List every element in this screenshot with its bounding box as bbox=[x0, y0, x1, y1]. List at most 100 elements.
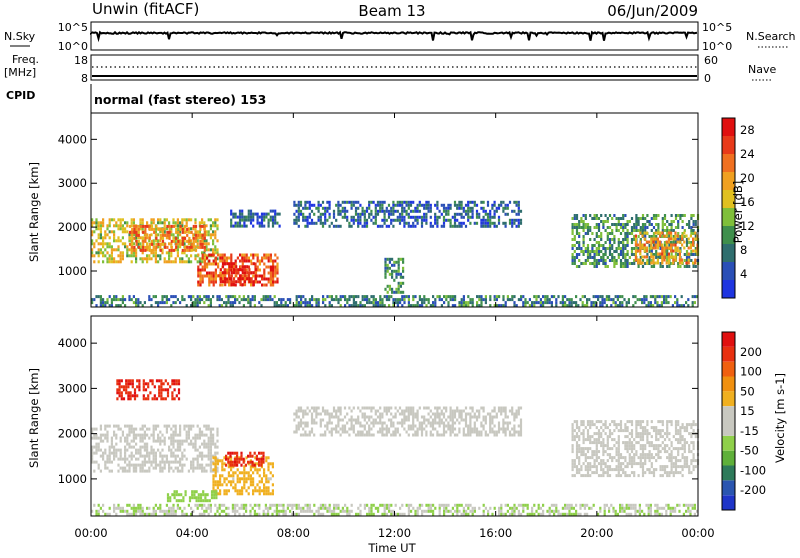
heatmap-cell bbox=[476, 216, 478, 219]
heatmap-cell bbox=[252, 275, 254, 278]
heatmap-cell bbox=[250, 210, 252, 213]
heatmap-cell bbox=[585, 214, 587, 217]
heatmap-cell bbox=[304, 301, 306, 304]
heatmap-cell bbox=[646, 262, 648, 265]
heatmap-cell bbox=[624, 214, 626, 217]
heatmap-cell bbox=[104, 428, 106, 431]
heatmap-cell bbox=[204, 496, 206, 499]
heatmap-cell bbox=[333, 428, 335, 431]
heatmap-cell bbox=[498, 410, 500, 413]
heatmap-cell bbox=[276, 269, 278, 272]
heatmap-cell bbox=[677, 220, 679, 223]
heatmap-cell bbox=[144, 234, 146, 237]
heatmap-cell bbox=[620, 426, 622, 429]
heatmap-cell bbox=[690, 235, 692, 238]
heatmap-cell bbox=[613, 468, 615, 471]
heatmap-cell bbox=[574, 235, 576, 238]
heatmap-cell bbox=[298, 204, 300, 207]
heatmap-cell bbox=[256, 471, 258, 474]
heatmap-cell bbox=[511, 225, 513, 228]
heatmap-cell bbox=[572, 435, 574, 438]
heatmap-cell bbox=[629, 474, 631, 477]
heatmap-cell bbox=[386, 219, 388, 222]
heatmap-cell bbox=[395, 204, 397, 207]
heatmap-cell bbox=[239, 222, 241, 225]
heatmap-cell bbox=[109, 245, 111, 248]
heatmap-cell bbox=[113, 458, 115, 461]
heatmap-cell bbox=[390, 413, 392, 416]
heatmap-cell bbox=[598, 229, 600, 232]
heatmap-cell bbox=[384, 407, 386, 410]
heatmap-cell bbox=[359, 222, 361, 225]
heatmap-cell bbox=[401, 410, 403, 413]
heatmap-cell bbox=[386, 428, 388, 431]
heatmap-cell bbox=[655, 468, 657, 471]
heatmap-cell bbox=[124, 227, 126, 230]
heatmap-cell bbox=[660, 429, 662, 432]
heatmap-cell bbox=[235, 280, 237, 283]
heatmap-cell bbox=[666, 235, 668, 238]
heatmap-cell bbox=[120, 298, 122, 301]
heatmap-cell bbox=[253, 262, 255, 265]
heatmap-cell bbox=[496, 298, 498, 301]
heatmap-cell bbox=[616, 426, 618, 429]
heatmap-cell bbox=[179, 446, 181, 449]
heatmap-cell bbox=[210, 272, 212, 275]
heatmap-cell bbox=[259, 489, 261, 492]
heatmap-cell bbox=[180, 493, 182, 496]
heatmap-cell bbox=[144, 228, 146, 231]
heatmap-cell bbox=[377, 225, 379, 228]
heatmap-cell bbox=[234, 295, 236, 298]
heatmap-cell bbox=[344, 207, 346, 210]
heatmap-cell bbox=[232, 477, 234, 480]
heatmap-cell bbox=[594, 465, 596, 468]
heatmap-cell bbox=[296, 295, 298, 298]
heatmap-cell bbox=[624, 235, 626, 238]
heatmap-cell bbox=[589, 253, 591, 256]
heatmap-cell bbox=[168, 425, 170, 428]
heatmap-cell bbox=[622, 250, 624, 253]
heatmap-cell bbox=[223, 468, 225, 471]
heatmap-cell bbox=[414, 219, 416, 222]
heatmap-cell bbox=[302, 216, 304, 219]
heatmap-cell bbox=[362, 434, 364, 437]
heatmap-cell bbox=[170, 455, 172, 458]
heatmap-cell bbox=[436, 222, 438, 225]
heatmap-cell bbox=[259, 222, 261, 225]
heatmap-cell bbox=[535, 301, 537, 304]
heatmap-cell bbox=[649, 471, 651, 474]
heatmap-cell bbox=[377, 213, 379, 216]
heatmap-cell bbox=[272, 216, 274, 219]
heatmap-cell bbox=[613, 420, 615, 423]
heatmap-cell bbox=[607, 438, 609, 441]
heatmap-cell bbox=[370, 213, 372, 216]
heatmap-cell bbox=[100, 224, 102, 227]
heatmap-cell bbox=[202, 254, 204, 257]
heatmap-cell bbox=[322, 407, 324, 410]
heatmap-cell bbox=[687, 298, 689, 301]
heatmap-cell bbox=[381, 416, 383, 419]
heatmap-cell bbox=[133, 254, 135, 257]
heatmap-cell bbox=[644, 244, 646, 247]
heatmap-cell bbox=[638, 435, 640, 438]
heatmap-cell bbox=[627, 235, 629, 238]
heatmap-cell bbox=[104, 301, 106, 304]
heatmap-cell bbox=[368, 301, 370, 304]
heatmap-cell bbox=[155, 246, 157, 249]
heatmap-cell bbox=[315, 422, 317, 425]
heatmap-cell bbox=[210, 227, 212, 230]
heatmap-cell bbox=[287, 298, 289, 301]
heatmap-cell bbox=[594, 226, 596, 229]
heatmap-cell bbox=[259, 480, 261, 483]
heatmap-cell bbox=[272, 263, 274, 266]
heatmap-cell bbox=[395, 288, 397, 291]
heatmap-cell bbox=[237, 222, 239, 225]
heatmap-cell bbox=[458, 213, 460, 216]
heatmap-cell bbox=[618, 229, 620, 232]
heatmap-cell bbox=[235, 268, 237, 271]
heatmap-cell bbox=[434, 301, 436, 304]
heatmap-cell bbox=[491, 431, 493, 434]
heatmap-cell bbox=[102, 452, 104, 455]
heatmap-cell bbox=[158, 243, 160, 246]
heatmap-cell bbox=[622, 241, 624, 244]
